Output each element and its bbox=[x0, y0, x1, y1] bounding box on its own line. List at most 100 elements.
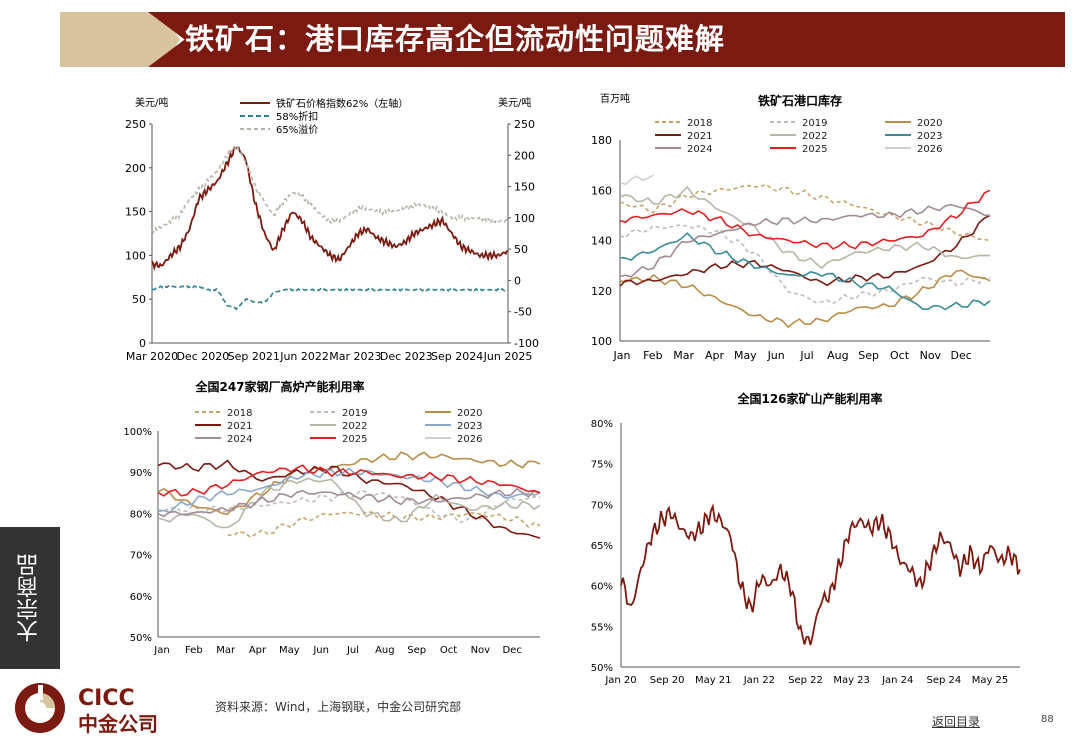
x-tick-label: Nov bbox=[920, 349, 942, 362]
x-tick-label: Dec bbox=[502, 645, 521, 656]
x-tick-label: Mar bbox=[216, 645, 236, 656]
title-banner-accent bbox=[60, 12, 180, 67]
y2-tick-label: 200 bbox=[514, 149, 535, 162]
y-tick-label: 0 bbox=[139, 337, 146, 350]
y2-tick-label: 0 bbox=[514, 274, 521, 287]
y-tick-label: 70% bbox=[591, 500, 613, 511]
y-tick-label: 200 bbox=[125, 162, 146, 175]
chart-blast-furnace-util: 全国247家钢厂高炉产能利用率 100% 90% 80% 70% 60% 50%Jan Feb… bbox=[123, 379, 541, 656]
y-tick-label: 80% bbox=[591, 419, 613, 430]
x-tick-label: Jul bbox=[346, 645, 359, 656]
y-tick-label: 250 bbox=[125, 118, 146, 131]
back-to-contents-link[interactable]: 返回目录 bbox=[932, 715, 981, 729]
x-tick-label: Jan bbox=[153, 645, 169, 656]
source-note: 资料来源：Wind，上海钢联，中金公司研究部 bbox=[215, 700, 462, 714]
legend-label: 2025 bbox=[342, 434, 367, 445]
x-tick-label: Jun bbox=[312, 645, 329, 656]
series-2020 bbox=[619, 269, 991, 329]
series-2022 bbox=[619, 185, 990, 270]
series-2019 bbox=[619, 224, 991, 305]
x-tick-label: Sep 22 bbox=[788, 675, 823, 686]
chart-title: 全国126家矿山产能利用率 bbox=[736, 391, 882, 406]
series-2018 bbox=[227, 511, 541, 539]
y2-tick-label: -50 bbox=[514, 306, 532, 319]
series-2021 bbox=[157, 459, 541, 539]
y-tick-label: 60% bbox=[591, 582, 613, 593]
x-tick-label: Aug bbox=[375, 645, 395, 656]
y-tick-label: 80% bbox=[130, 509, 152, 520]
y-tick-label: 50% bbox=[591, 663, 613, 674]
title-banner bbox=[60, 12, 1065, 67]
series-2026 bbox=[619, 174, 654, 186]
series-2024 bbox=[619, 203, 991, 278]
y-tick-label: 60% bbox=[130, 592, 152, 603]
legend-label: 2022 bbox=[342, 421, 367, 432]
x-tick-label: May bbox=[279, 645, 300, 656]
page-number: 88 bbox=[1041, 714, 1054, 725]
x-tick-label: Feb bbox=[643, 349, 662, 362]
legend-label: 2026 bbox=[457, 434, 482, 445]
x-tick-label: Aug bbox=[827, 349, 848, 362]
series-mine bbox=[620, 503, 1021, 646]
chart-title: 铁矿石港口库存 bbox=[758, 93, 842, 108]
y-tick-label: 140 bbox=[591, 235, 612, 248]
x-tick-label: Sep bbox=[858, 349, 879, 362]
x-tick-label: May bbox=[734, 349, 757, 362]
x-tick-label: Feb bbox=[185, 645, 203, 656]
y-tick-label: 150 bbox=[125, 206, 146, 219]
series-铁矿石价格指数62%（左轴） bbox=[151, 146, 509, 272]
series-2023 bbox=[157, 467, 541, 514]
legend-label: 2024 bbox=[687, 144, 712, 155]
series-2021 bbox=[619, 214, 991, 287]
logo-cn: 中金公司 bbox=[78, 712, 158, 736]
series-65%溢价 bbox=[151, 143, 509, 235]
y-tick-label: 90% bbox=[130, 468, 152, 479]
legend-label: 2021 bbox=[687, 131, 712, 142]
chart-title: 全国247家钢厂高炉产能利用率 bbox=[194, 379, 364, 394]
legend-label: 2018 bbox=[227, 408, 252, 419]
left-axis-unit: 美元/吨 bbox=[135, 96, 168, 109]
series-2020 bbox=[157, 451, 541, 516]
cicc-logo: CICC 中金公司 bbox=[15, 683, 158, 736]
x-tick-label: Jul bbox=[799, 349, 813, 362]
right-axis-unit: 美元/吨 bbox=[498, 96, 531, 109]
y-tick-label: 50% bbox=[130, 633, 152, 644]
series-2024 bbox=[157, 487, 541, 518]
x-tick-label: Jan bbox=[613, 349, 631, 362]
y-tick-label: 160 bbox=[591, 184, 612, 197]
y-tick-label: 100% bbox=[123, 427, 152, 438]
legend-label: 2018 bbox=[687, 118, 712, 129]
x-tick-label: Sep 24 bbox=[926, 675, 961, 686]
legend-label: 2019 bbox=[342, 408, 367, 419]
y-tick-label: 75% bbox=[591, 460, 613, 471]
x-tick-label: May 23 bbox=[833, 675, 870, 686]
legend-label: 2022 bbox=[802, 131, 827, 142]
logo-en: CICC bbox=[78, 686, 135, 711]
x-tick-label: May 21 bbox=[695, 675, 732, 686]
series-2023 bbox=[619, 232, 991, 311]
legend-label: 65%溢价 bbox=[276, 123, 318, 136]
x-tick-label: Jan 22 bbox=[743, 675, 775, 686]
legend-label: 2026 bbox=[917, 144, 942, 155]
y2-tick-label: 250 bbox=[514, 118, 535, 131]
series-2022 bbox=[157, 477, 541, 529]
legend-label: 2021 bbox=[227, 421, 252, 432]
x-tick-label: Dec 2023 bbox=[380, 350, 433, 363]
x-tick-label: Dec 2020 bbox=[176, 350, 229, 363]
x-tick-label: Apr bbox=[249, 645, 267, 656]
y2-tick-label: 150 bbox=[514, 181, 535, 194]
side-tab[interactable]: 大宗商品 bbox=[0, 527, 60, 669]
y2-tick-label: 50 bbox=[514, 243, 528, 256]
x-tick-label: Sep bbox=[407, 645, 426, 656]
legend-label: 2025 bbox=[802, 144, 827, 155]
title-banner-bar bbox=[148, 12, 1065, 67]
y-axis-unit: 百万吨 bbox=[600, 92, 630, 105]
legend-label: 铁矿石价格指数62%（左轴） bbox=[276, 97, 408, 110]
legend-label: 2024 bbox=[227, 434, 252, 445]
x-tick-label: Jun bbox=[767, 349, 785, 362]
y-tick-label: 120 bbox=[591, 285, 612, 298]
x-tick-label: Mar 2023 bbox=[329, 350, 381, 363]
side-tab-label: 大宗商品 bbox=[17, 554, 42, 642]
chart-iron-ore-price: 美元/吨 美元/吨 250 200 150 100 50 0 250 200 150 100 50 0 -5… bbox=[125, 96, 539, 363]
x-tick-label: May 25 bbox=[972, 675, 1009, 686]
